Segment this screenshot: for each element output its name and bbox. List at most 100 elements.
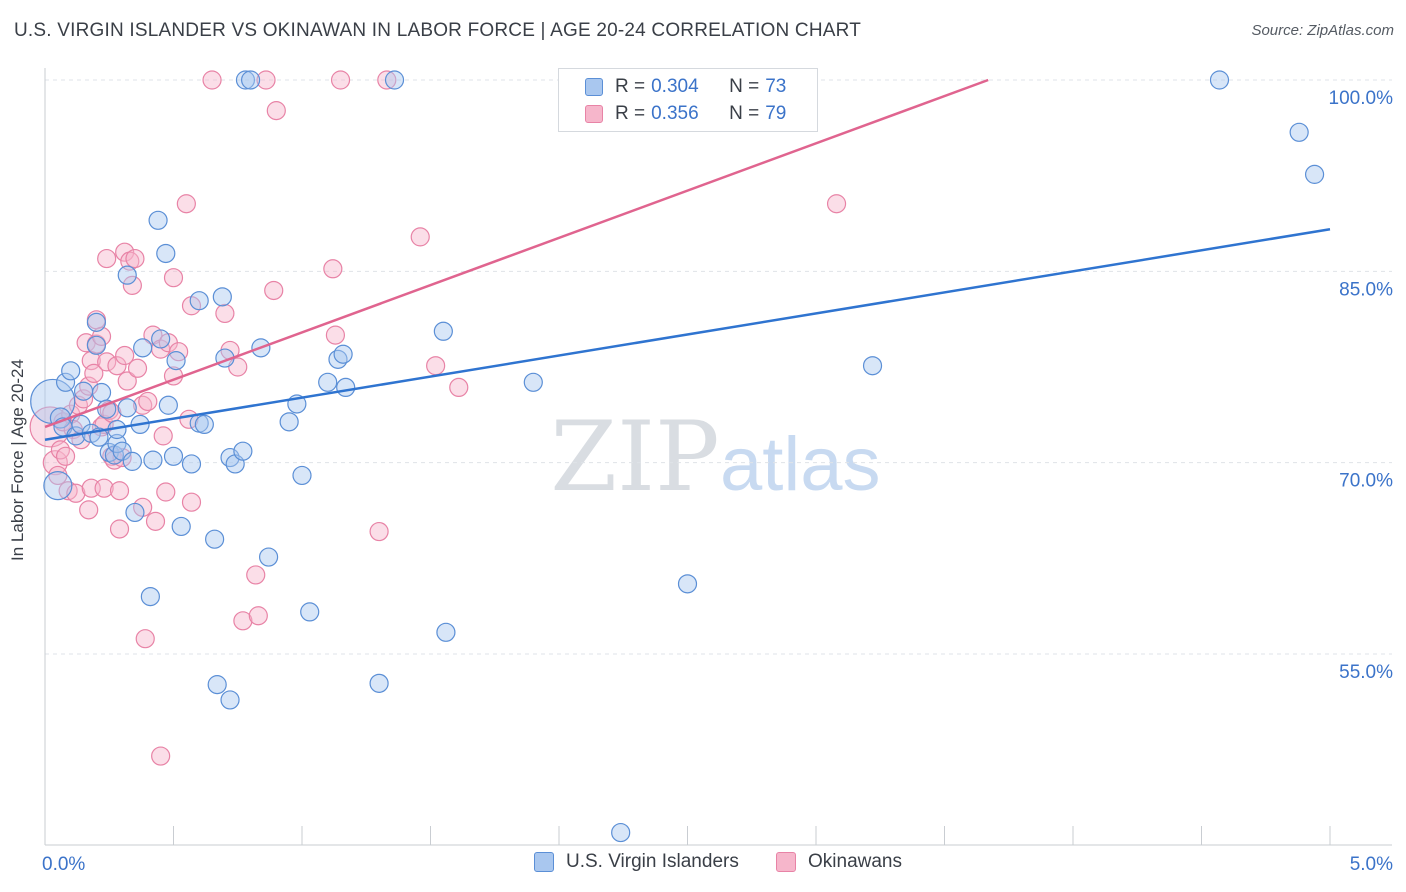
okinawan-point: [115, 345, 135, 366]
virgin-islander-point: [156, 243, 176, 264]
okinawan-point: [50, 440, 71, 460]
okinawan-point: [107, 356, 127, 376]
virgin-islander-point: [333, 344, 353, 364]
okinawan-point: [127, 358, 148, 378]
okinawan-point: [97, 352, 117, 372]
x-tick-label: 0.0%: [42, 854, 85, 875]
virgin-islander-point: [117, 398, 137, 418]
okinawan-points: [29, 70, 847, 766]
okinawan-point: [330, 70, 351, 90]
watermark-atlas: atlas: [720, 422, 881, 507]
legend-n-value: 79: [765, 103, 787, 124]
legend-r-label: R =: [615, 76, 646, 97]
okinawan-point: [369, 521, 389, 542]
okinawan-point: [323, 259, 343, 279]
okinawan-point: [122, 275, 142, 295]
trend-lines: [44, 78, 1331, 441]
virgin-islander-point: [233, 441, 253, 461]
virgin-islander-point: [140, 586, 160, 607]
virgin-islander-point: [1289, 122, 1309, 142]
virgin-islander-point: [862, 356, 883, 376]
virgin-islander-point: [328, 349, 348, 369]
virgin-islander-point: [125, 502, 145, 523]
virgin-islander-point: [677, 574, 698, 594]
virgin-islander-point: [258, 547, 279, 567]
okinawan-point: [163, 268, 184, 288]
okinawan-point: [156, 482, 176, 502]
okinawan-point: [410, 227, 430, 247]
virgin-islander-point: [1209, 70, 1230, 90]
okinawan-point: [125, 248, 145, 269]
okinawan-point: [151, 746, 171, 766]
okinawan-point: [202, 70, 222, 90]
okinawan-point: [181, 492, 202, 512]
legend-item-label: U.S. Virgin Islanders: [566, 851, 739, 872]
virgin-islander-point: [194, 414, 214, 434]
okinawan-point: [42, 450, 68, 476]
y-tick-label: 70.0%: [1339, 471, 1393, 492]
virgin-islander-point: [117, 265, 137, 285]
virgin-islander-point: [384, 70, 405, 90]
okinawan-point: [145, 511, 166, 531]
virgin-islander-point: [235, 70, 256, 90]
legend-n-label: N =: [729, 103, 760, 124]
virgin-islander-point: [523, 372, 543, 392]
source-credit: Source: ZipAtlas.com: [1251, 22, 1394, 39]
virgin-islander-point: [151, 329, 171, 349]
virgin-islander-point: [241, 70, 261, 90]
okinawan-point: [215, 303, 235, 324]
virgin-islander-point: [212, 287, 232, 307]
okinawan-point: [120, 251, 140, 271]
okinawan-point: [246, 565, 266, 585]
okinawan-point: [449, 377, 469, 398]
virgin-islander-point: [166, 351, 186, 371]
okinawan-point: [256, 70, 276, 90]
legend-item-virgin-islanders[interactable]: U.S. Virgin Islanders: [534, 851, 739, 873]
virgin-islander-point: [300, 602, 320, 622]
series-legend: U.S. Virgin Islanders Okinawans: [0, 851, 1406, 879]
virgin-islander-point: [171, 516, 191, 537]
okinawan-point: [248, 606, 268, 626]
y-tick-label: 55.0%: [1339, 662, 1393, 683]
virgin-islander-point: [436, 622, 456, 642]
legend-swatch-pink: [776, 852, 796, 872]
chart-title: U.S. VIRGIN ISLANDER VS OKINAWAN IN LABO…: [14, 20, 862, 41]
okinawan-point: [138, 391, 158, 412]
legend-r-label: R =: [615, 103, 646, 124]
virgin-islander-point: [133, 338, 153, 358]
okinawan-point: [115, 242, 135, 262]
virgin-islander-point: [122, 451, 142, 471]
okinawan-point: [97, 248, 117, 269]
virgin-islander-point: [158, 395, 178, 415]
virgin-islander-point: [207, 675, 227, 695]
legend-swatch-blue: [585, 78, 603, 96]
okinawan-point: [377, 70, 397, 90]
okinawan-point: [117, 371, 137, 391]
virgin-islander-point: [112, 441, 132, 461]
okinawan-trend-line: [44, 78, 989, 429]
virgin-islander-point: [292, 465, 312, 486]
okinawan-point: [84, 363, 104, 383]
virgin-islander-point: [205, 529, 225, 549]
virgin-islander-point: [189, 291, 209, 311]
okinawan-point: [266, 101, 286, 121]
virgin-islander-point: [143, 450, 163, 470]
okinawan-point: [264, 280, 284, 301]
okinawan-point: [826, 194, 847, 214]
okinawan-point: [153, 426, 173, 446]
legend-item-okinawans[interactable]: Okinawans: [776, 851, 902, 873]
okinawan-point: [133, 395, 153, 415]
okinawan-point: [176, 194, 196, 214]
legend-row-okinawans: R = 0.356 N = 79: [585, 102, 786, 126]
virgin-islander-point: [148, 210, 168, 230]
okinawan-point: [426, 356, 446, 376]
x-tick-label: 5.0%: [1350, 854, 1393, 875]
virgin-islander-point: [1304, 164, 1325, 184]
virgin-islander-point: [336, 377, 356, 398]
virgin-islander-point: [181, 454, 202, 474]
virgin-islander-point: [318, 372, 338, 392]
x-tick-labels: 0.0% 5.0%: [42, 854, 1393, 875]
okinawan-point: [79, 500, 99, 520]
okinawan-point: [135, 629, 155, 649]
y-tick-labels: 100.0% 85.0% 70.0% 55.0%: [1329, 88, 1394, 683]
